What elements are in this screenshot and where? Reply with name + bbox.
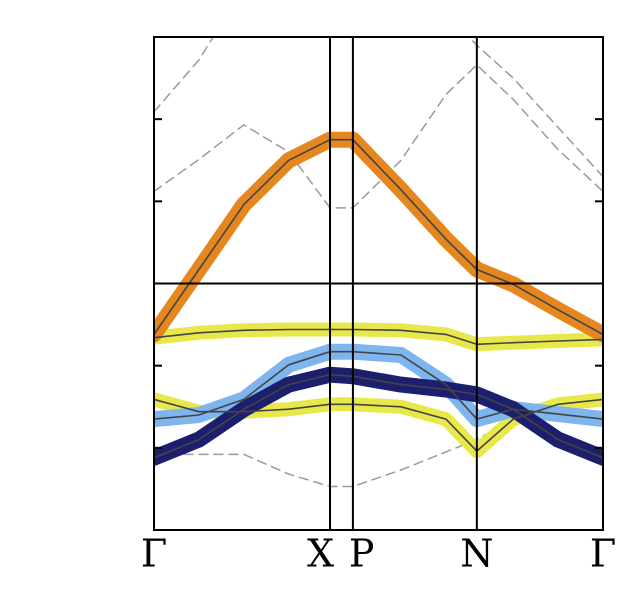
x-tick-label: X <box>307 532 334 576</box>
plot-area <box>154 37 603 488</box>
band <box>154 37 603 178</box>
band-line <box>154 373 603 459</box>
band <box>154 64 603 209</box>
frame <box>153 36 604 531</box>
fat-band <box>154 366 603 466</box>
x-tick-label: Γ <box>141 532 167 576</box>
x-tick-label: N <box>460 532 493 576</box>
band-line <box>154 138 603 336</box>
band-line <box>154 350 603 420</box>
x-tick-label: Γ <box>590 532 616 576</box>
band-line <box>154 328 603 346</box>
x-tick-label: P <box>349 532 375 576</box>
band-line <box>154 398 603 452</box>
band <box>154 413 603 488</box>
